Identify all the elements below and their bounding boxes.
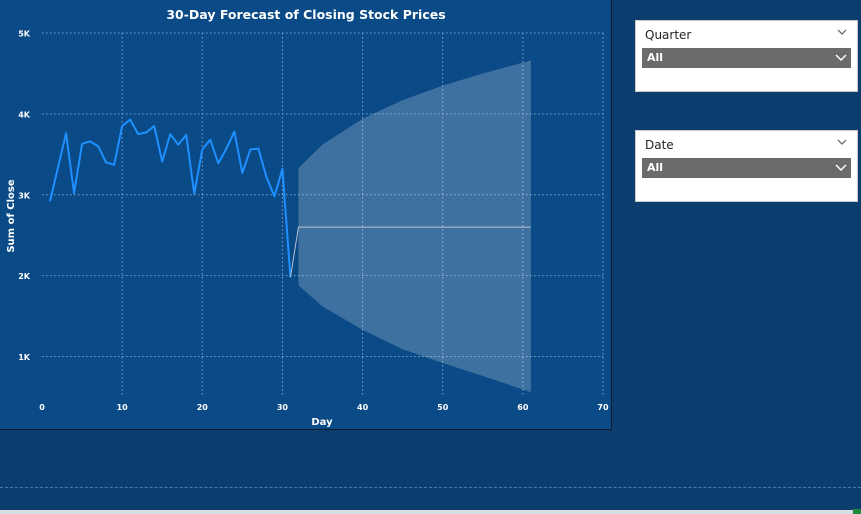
page-divider [0,487,861,488]
date-dropdown[interactable]: All [642,158,851,178]
x-tick-label: 0 [39,403,45,412]
y-tick-label: 1K [18,353,31,362]
y-tick-label: 4K [18,110,31,119]
y-tick-label: 5K [18,30,31,39]
x-tick-label: 70 [597,403,609,412]
chevron-down-icon [835,54,847,62]
chart-title: 30-Day Forecast of Closing Stock Prices [166,7,445,22]
date-slicer[interactable]: Date All [635,130,858,202]
date-slicer-title: Date [645,138,674,152]
y-tick-label: 3K [18,191,31,200]
axis-labels: 1K 2K 3K 4K 5K 0 10 20 30 40 50 60 70 [18,30,609,413]
forecast-band-layer [298,60,531,393]
corner-marker [853,509,861,514]
series-line-forecast[interactable] [289,226,531,278]
y-tick-label: 2K [18,272,31,281]
x-tick-label: 60 [517,403,529,412]
series-layer [49,118,531,278]
x-tick-label: 10 [117,403,129,412]
x-tick-label: 40 [357,403,369,412]
x-tick-label: 50 [437,403,449,412]
x-tick-label: 30 [277,403,289,412]
chevron-down-icon[interactable] [837,27,847,37]
x-axis-title: Day [311,417,333,428]
bottom-strip [0,510,861,514]
quarter-slicer-title: Quarter [645,28,692,42]
forecast-confidence-band [298,60,531,393]
chevron-down-icon[interactable] [837,137,847,147]
chevron-down-icon [835,164,847,172]
forecast-chart: 1K 2K 3K 4K 5K 0 10 20 30 40 50 60 70 30-Day Forecas… [6,7,609,428]
quarter-selected-value: All [647,51,664,64]
x-tick-label: 20 [197,403,209,412]
series-line-actual[interactable] [49,118,292,278]
grid-lines [42,32,604,397]
quarter-dropdown[interactable]: All [642,48,851,68]
date-selected-value: All [647,161,664,174]
forecast-chart-visual[interactable]: 1K 2K 3K 4K 5K 0 10 20 30 40 50 60 70 30-Day Forecas… [0,0,612,430]
quarter-slicer[interactable]: Quarter All [635,20,858,92]
y-axis-title: Sum of Close [6,179,17,253]
